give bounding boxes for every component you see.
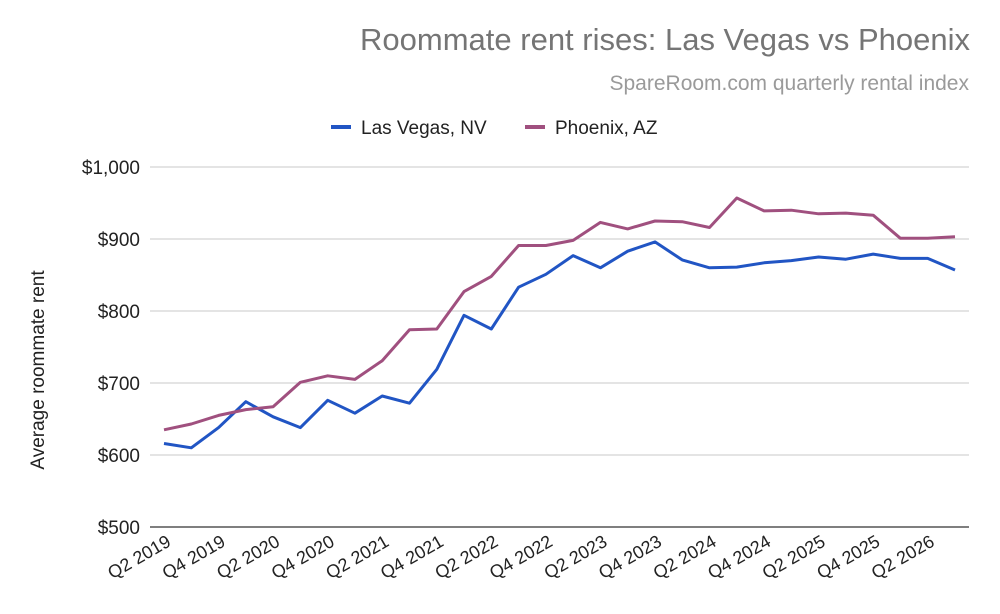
legend: Las Vegas, NV Phoenix, AZ	[331, 118, 658, 139]
y-tick-label: $800	[98, 302, 140, 323]
chart-title: Roommate rent rises: Las Vegas vs Phoeni…	[360, 22, 970, 57]
y-tick-label: $700	[98, 374, 140, 395]
series-line-phoenix	[163, 196, 956, 432]
legend-label-phoenix: Phoenix, AZ	[555, 118, 658, 139]
y-tick-label: $600	[98, 446, 140, 467]
gridlines	[150, 166, 969, 528]
y-tick-label: $1,000	[82, 158, 140, 179]
series-lines	[163, 196, 956, 450]
series-line-las-vegas	[163, 240, 956, 450]
y-axis-label: Average roommate rent	[28, 270, 49, 470]
y-tick-label: $900	[98, 230, 140, 251]
legend-label-las-vegas: Las Vegas, NV	[361, 118, 487, 139]
x-tick-label: Q2 2026	[868, 531, 938, 583]
chart-subtitle: SpareRoom.com quarterly rental index	[609, 72, 969, 95]
y-tick-label: $500	[98, 518, 140, 539]
y-axis-ticks: $500 $600 $700 $800 $900 $1,000	[82, 158, 140, 539]
